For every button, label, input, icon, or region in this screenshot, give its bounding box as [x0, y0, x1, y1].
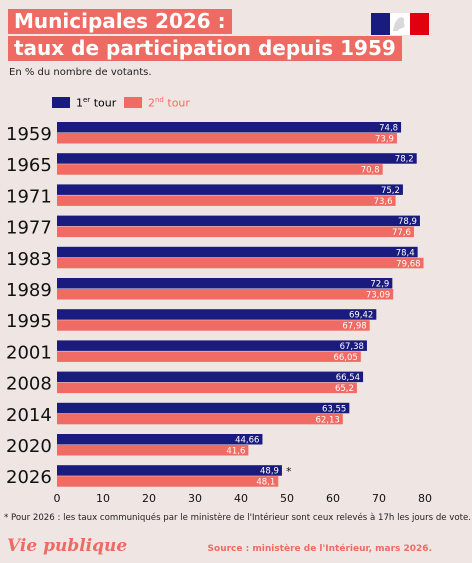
- category-label: 1959: [6, 124, 52, 145]
- bar-value-label: 73,9: [375, 135, 394, 145]
- category-label: 1977: [6, 218, 52, 239]
- source-note: Source : ministère de l'Intérieur, mars …: [207, 544, 432, 554]
- legend-item-tour2: 2nd tour: [124, 96, 190, 110]
- category-label: 2001: [6, 342, 52, 363]
- bar-value-label: 73,09: [366, 291, 390, 301]
- chart-title: Municipales 2026 : taux de participation…: [8, 9, 402, 63]
- category-label: 1995: [6, 311, 52, 332]
- bar-tour1: [57, 246, 418, 258]
- subtitle: En % du nombre de votants.: [9, 67, 152, 78]
- marianne-logo-icon: [371, 13, 429, 35]
- legend-label-tour1: 1er tour: [76, 96, 117, 110]
- title-line-2: taux de participation depuis 1959: [8, 36, 402, 61]
- x-tick-label: 70: [372, 492, 386, 505]
- bar-value-label: 74,8: [379, 124, 398, 134]
- bar-value-label: 62,13: [315, 415, 339, 425]
- x-tick-label: 60: [326, 492, 340, 505]
- bar-tour2: [57, 226, 414, 238]
- bar-value-label: 65,2: [335, 384, 354, 394]
- bar-tour2: [57, 257, 424, 269]
- x-tick-label: 20: [142, 492, 156, 505]
- bar-value-label: 69,42: [349, 311, 373, 321]
- bar-value-label: 44,66: [235, 436, 259, 446]
- bar-tour1: [57, 184, 403, 195]
- bar-value-label: 67,38: [340, 342, 364, 352]
- bar-value-label: 75,2: [381, 186, 400, 196]
- bar-value-label: 63,55: [322, 404, 346, 414]
- bar-tour2: [57, 476, 279, 487]
- bar-tour1: [57, 434, 263, 445]
- bar-value-label: 79,68: [396, 259, 420, 269]
- bar-tour2: [57, 445, 249, 456]
- category-label: 2020: [6, 436, 52, 457]
- category-label: 2008: [6, 374, 52, 395]
- bar-tour2: [57, 164, 383, 175]
- bar-tour1: [57, 153, 417, 164]
- bar-tour1: [57, 122, 402, 133]
- category-label: 2014: [6, 405, 52, 426]
- bar-value-label: 72,9: [370, 280, 389, 290]
- category-label: 1971: [6, 186, 52, 207]
- x-tick-label: 40: [234, 492, 248, 505]
- bar-value-label: 67,98: [342, 322, 366, 332]
- legend-item-tour1: 1er tour: [52, 96, 116, 110]
- bar-tour2: [57, 382, 357, 394]
- bar-value-label: 78,9: [398, 217, 417, 227]
- bar-value-label: 41,6: [226, 447, 245, 457]
- annotation-asterisk: *: [286, 465, 292, 478]
- bar-tour1: [57, 278, 393, 289]
- bar-value-label: 73,6: [374, 197, 393, 207]
- title-line-1: Municipales 2026 :: [8, 9, 232, 34]
- brand-logo: Vie publique: [7, 536, 128, 556]
- bar-value-label: 48,9: [260, 467, 279, 477]
- bar-value-label: 48,1: [256, 478, 275, 488]
- x-tick-label: 50: [280, 492, 294, 505]
- legend-swatch-tour1: [52, 97, 70, 109]
- footnote: * Pour 2026 : les taux communiqués par l…: [4, 513, 472, 523]
- bar-tour2: [57, 289, 394, 300]
- bar-value-label: 66,05: [333, 353, 357, 363]
- bar-value-label: 78,4: [396, 248, 415, 258]
- category-label: 2026: [6, 467, 52, 488]
- category-label: 1983: [6, 249, 52, 270]
- bar-value-label: 66,54: [336, 373, 360, 383]
- x-tick-label: 80: [418, 492, 432, 505]
- legend-swatch-tour2: [124, 97, 142, 109]
- x-tick-label: 0: [54, 492, 61, 505]
- bar-tour1: [57, 402, 350, 414]
- bar-tour2: [57, 195, 396, 206]
- bar-value-label: 78,2: [395, 155, 414, 165]
- bar-tour1: [57, 309, 377, 320]
- category-label: 1989: [6, 280, 52, 301]
- bar-tour1: [57, 215, 420, 227]
- bar-tour2: [57, 413, 343, 425]
- bar-value-label: 77,6: [392, 228, 411, 238]
- bar-value-label: 70,8: [361, 166, 380, 176]
- bar-tour1: [57, 340, 367, 351]
- x-tick-label: 30: [188, 492, 202, 505]
- legend-label-tour2: 2nd tour: [148, 96, 190, 110]
- bar-tour1: [57, 371, 364, 383]
- x-tick-label: 10: [96, 492, 110, 505]
- bar-tour2: [57, 133, 397, 144]
- category-label: 1965: [6, 155, 52, 176]
- bar-tour1: [57, 465, 282, 476]
- bar-tour2: [57, 351, 361, 362]
- bar-tour2: [57, 320, 370, 331]
- bar-chart: 1959 74,873,9 1965 78,2 70,8 1971 75,273,6 1977…: [6, 122, 432, 505]
